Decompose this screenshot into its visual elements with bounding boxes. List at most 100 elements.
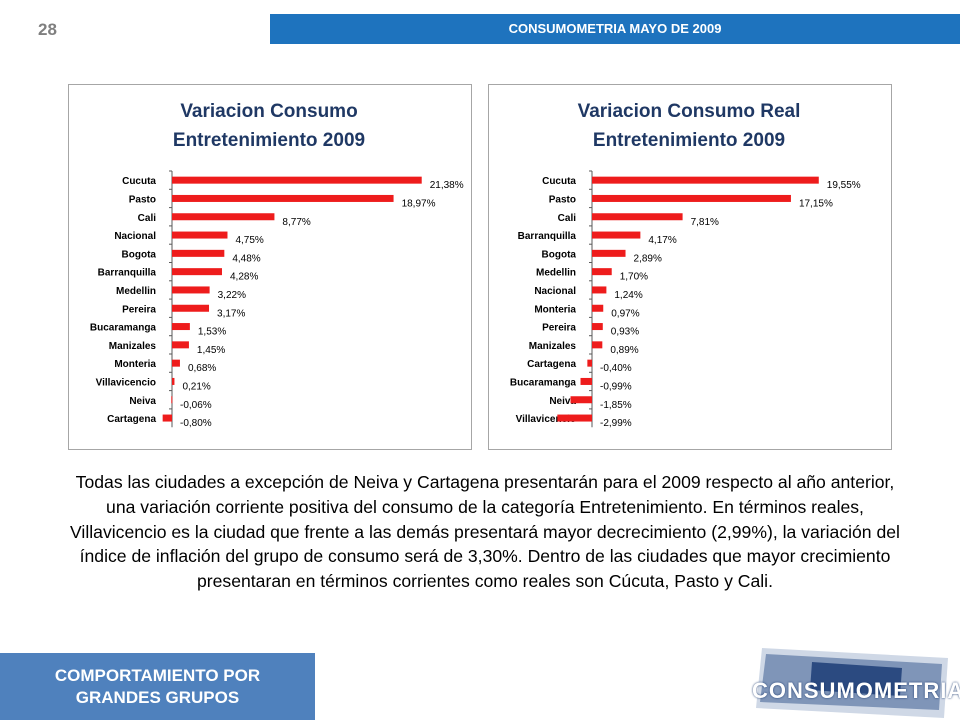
data-label: 2,89% [634, 253, 662, 264]
chart-real-consumption: Variacion Consumo Real Entretenimiento 20… [488, 84, 892, 450]
data-label: -0,99% [600, 381, 632, 392]
data-label: 21,38% [430, 180, 464, 191]
data-label: 1,53% [198, 327, 226, 338]
section-label: COMPORTAMIENTO POR GRANDES GRUPOS [0, 653, 315, 720]
data-label: 7,81% [691, 217, 719, 228]
category-label: Cali [138, 213, 157, 224]
logo-graphic [756, 648, 948, 718]
header-title: CONSUMOMETRIA MAYO DE 2009 [270, 14, 960, 44]
data-label: 8,77% [282, 217, 310, 228]
category-label: Nacional [534, 286, 576, 297]
bar [172, 249, 225, 257]
category-label: Bucaramanga [90, 323, 157, 334]
chart-svg: Variacion Consumo Entretenimiento 2009 Cuc… [90, 101, 464, 429]
bar [592, 286, 607, 294]
category-label: Pasto [549, 194, 576, 205]
data-label: 4,48% [232, 253, 260, 264]
data-label: 3,17% [217, 308, 245, 319]
section-label-line-2: GRANDES GRUPOS [75, 687, 240, 707]
category-label: Pasto [129, 194, 156, 205]
category-label: Manizales [529, 341, 577, 352]
bar [592, 341, 603, 349]
chart-title-line: Variacion Consumo Real [578, 101, 801, 122]
bar [171, 396, 173, 404]
category-label: Medellin [536, 268, 576, 279]
bar [592, 176, 819, 184]
data-label: 0,97% [611, 308, 639, 319]
data-label: -0,40% [600, 363, 632, 374]
page-number: 28 [38, 20, 57, 39]
data-label: -0,06% [180, 400, 212, 411]
bar [172, 323, 190, 331]
category-label: Barranquilla [518, 231, 577, 242]
bar [580, 377, 592, 385]
bar [570, 396, 592, 404]
category-label: Cucuta [542, 176, 576, 187]
bar [172, 194, 394, 202]
category-label: Bogota [542, 249, 577, 260]
data-label: 18,97% [402, 198, 436, 209]
category-label: Monteria [114, 359, 156, 370]
bar [592, 249, 626, 257]
bar [172, 176, 422, 184]
bar [172, 377, 175, 385]
data-label: 4,28% [230, 272, 258, 283]
category-label: Manizales [109, 341, 157, 352]
category-label: Neiva [129, 396, 156, 407]
data-label: 0,21% [182, 381, 210, 392]
category-label: Cartagena [527, 359, 576, 370]
bar [162, 414, 172, 422]
bar [172, 304, 210, 312]
category-label: Villavicencio [96, 377, 156, 388]
category-label: Cartagena [107, 414, 156, 425]
bar [587, 359, 592, 367]
category-label: Neiva [549, 396, 576, 407]
data-label: 19,55% [827, 180, 861, 191]
bar [172, 359, 180, 367]
data-label: 4,75% [235, 235, 263, 246]
category-label: Pereira [542, 323, 576, 334]
category-label: Nacional [114, 231, 156, 242]
data-label: 4,17% [648, 235, 676, 246]
chart-title-line: Entretenimiento 2009 [173, 130, 365, 151]
category-label: Bucaramanga [510, 377, 577, 388]
bar [172, 341, 189, 349]
data-label: -1,85% [600, 400, 632, 411]
chart-svg: Variacion Consumo Real Entretenimiento 20… [510, 101, 861, 429]
category-label: Cucuta [122, 176, 156, 187]
category-label: Medellin [116, 286, 156, 297]
category-label: Bogota [122, 249, 157, 260]
bar [172, 268, 222, 276]
data-label: -0,80% [180, 418, 212, 429]
data-label: 1,45% [197, 345, 225, 356]
bar [592, 323, 603, 331]
data-label: 3,22% [218, 290, 246, 301]
logo-text: CONSUMOMETRIA [752, 678, 960, 703]
body-paragraph: Todas las ciudades a excepción de Neiva … [70, 472, 900, 592]
data-label: 1,24% [614, 290, 642, 301]
category-label: Monteria [534, 304, 576, 315]
data-label: 0,93% [611, 327, 639, 338]
section-label-line-1: COMPORTAMIENTO POR [54, 665, 261, 685]
category-label: Pereira [122, 304, 156, 315]
bar [592, 268, 612, 276]
data-label: 17,15% [799, 198, 833, 209]
data-label: 0,89% [610, 345, 638, 356]
consumometria-logo: CONSUMOMETRIA [752, 648, 960, 718]
bar [557, 414, 592, 422]
bar [592, 213, 683, 221]
bar [172, 286, 210, 294]
chart-title-line: Entretenimiento 2009 [593, 130, 785, 151]
category-label: Cali [558, 213, 577, 224]
bar [592, 194, 791, 202]
category-label: Villavicencio [516, 414, 576, 425]
chart-nominal-consumption: Variacion Consumo Entretenimiento 2009 Cuc… [68, 84, 472, 450]
category-label: Barranquilla [98, 268, 157, 279]
data-label: 0,68% [188, 363, 216, 374]
bar [592, 231, 641, 239]
chart-title-line: Variacion Consumo [180, 101, 357, 122]
bar [172, 213, 275, 221]
bar [172, 231, 228, 239]
data-label: 1,70% [620, 272, 648, 283]
data-label: -2,99% [600, 418, 632, 429]
